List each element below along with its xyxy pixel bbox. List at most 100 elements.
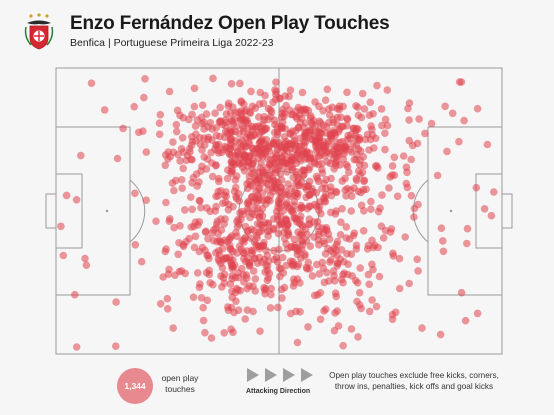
touch-point <box>232 297 240 306</box>
touch-point <box>320 239 329 248</box>
touch-point <box>342 192 350 200</box>
touch-point <box>220 279 229 288</box>
touch-point <box>313 260 321 269</box>
touch-point <box>287 207 296 215</box>
touch-point <box>360 105 369 113</box>
touch-point <box>198 162 206 171</box>
touch-point <box>227 135 236 143</box>
touch-point <box>354 111 363 119</box>
touch-point <box>57 222 65 231</box>
touch-point <box>381 115 390 124</box>
touch-point <box>385 184 393 192</box>
touch-point <box>214 149 223 157</box>
touch-point <box>237 98 246 107</box>
touch-point <box>405 99 414 107</box>
touch-point <box>112 298 120 306</box>
touch-point <box>327 174 335 183</box>
touch-point <box>388 315 397 324</box>
touch-point <box>204 235 212 243</box>
right-penalty-spot <box>449 209 453 213</box>
touch-point <box>207 148 215 157</box>
touch-point <box>245 157 253 166</box>
touch-point <box>190 102 199 111</box>
touch-point <box>289 173 298 182</box>
touch-point <box>227 169 236 177</box>
touch-point <box>354 333 362 341</box>
touch-point <box>273 258 282 266</box>
touch-point <box>192 170 201 178</box>
touch-point <box>457 78 466 86</box>
touch-point <box>227 325 235 334</box>
touch-point <box>415 115 423 123</box>
touch-point <box>405 279 414 288</box>
touch-point <box>165 87 174 96</box>
touch-point <box>142 148 151 156</box>
touch-point <box>321 305 330 314</box>
touch-count-badge: 1,344 <box>117 368 153 404</box>
chart-title: Enzo Fernández Open Play Touches <box>70 13 390 34</box>
touch-point <box>77 151 85 160</box>
touch-point <box>343 250 351 258</box>
touch-point <box>304 220 313 228</box>
touch-point <box>323 148 332 156</box>
touch-point <box>271 150 280 158</box>
touch-point <box>330 151 339 159</box>
touch-point <box>483 140 492 149</box>
touch-point <box>258 204 267 213</box>
touch-point <box>176 111 184 120</box>
touch-point <box>221 215 229 223</box>
touch-point <box>407 155 416 164</box>
touch-point <box>252 240 260 249</box>
touch-point <box>336 231 345 239</box>
touch-point <box>307 112 315 120</box>
touch-point <box>215 251 224 259</box>
touch-point <box>236 115 244 123</box>
touch-point <box>152 217 160 225</box>
touch-point <box>177 176 186 184</box>
touch-point <box>323 158 332 166</box>
touch-point <box>325 111 334 119</box>
touch-point <box>381 145 389 154</box>
touch-point <box>170 223 178 232</box>
touch-point <box>190 243 199 252</box>
touch-point <box>264 274 273 282</box>
touch-point <box>281 124 289 133</box>
touch-point <box>235 242 244 251</box>
touch-point <box>334 322 343 330</box>
touch-point <box>258 120 267 129</box>
touch-point <box>463 239 471 248</box>
touch-point <box>375 272 384 281</box>
touch-point <box>169 138 177 146</box>
touch-point <box>364 270 373 279</box>
touch-point <box>249 307 257 316</box>
touch-point <box>209 74 217 83</box>
touch-point <box>352 241 361 250</box>
touch-point <box>367 197 375 206</box>
touch-point <box>315 270 324 278</box>
touch-point <box>200 125 208 133</box>
touch-point <box>353 134 361 143</box>
touch-point <box>253 233 261 242</box>
touch-point <box>224 206 233 214</box>
touch-point <box>325 235 334 243</box>
touch-point <box>391 308 400 317</box>
touch-point <box>212 131 221 140</box>
touch-point <box>377 222 386 230</box>
touch-point <box>226 145 234 154</box>
touch-point <box>463 224 472 233</box>
touch-point <box>390 153 399 162</box>
touch-point <box>297 142 306 150</box>
touch-point <box>234 215 242 224</box>
touch-point <box>276 212 285 220</box>
touch-point <box>368 296 376 304</box>
touch-point <box>395 254 404 263</box>
touch-point <box>229 120 237 128</box>
touch-point <box>174 250 182 259</box>
touch-point <box>256 327 264 336</box>
touch-point <box>322 123 331 131</box>
touch-point <box>195 178 203 186</box>
touch-point <box>222 110 231 118</box>
touch-point <box>59 251 68 260</box>
touch-point <box>378 121 386 130</box>
touch-point <box>361 135 370 144</box>
